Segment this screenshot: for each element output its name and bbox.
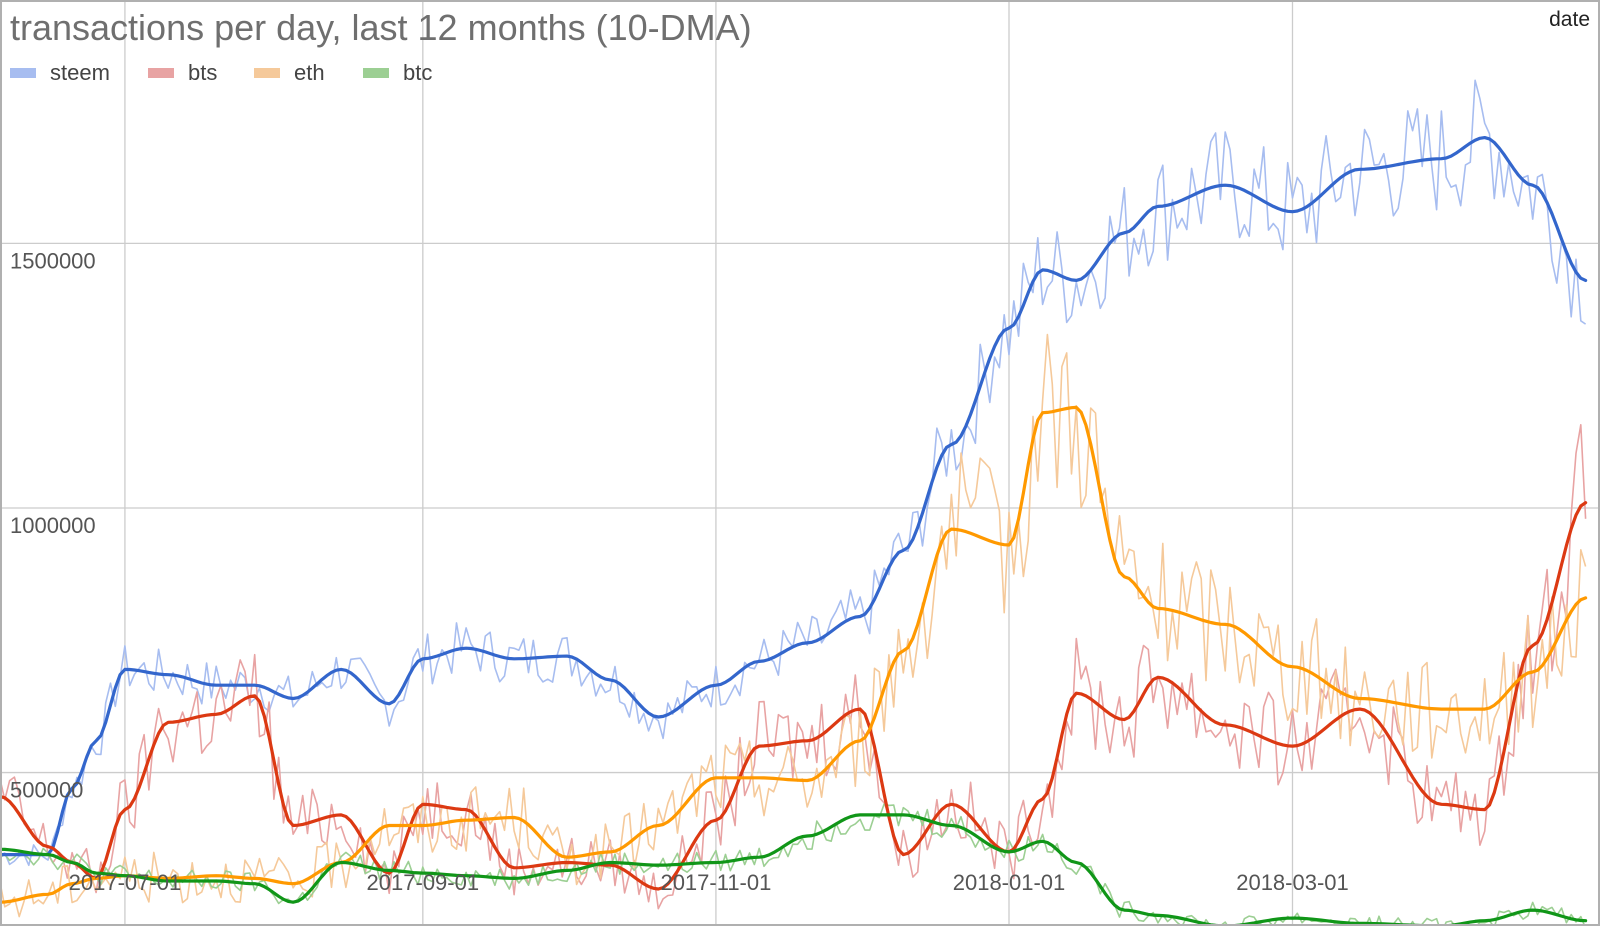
series-line-bts xyxy=(0,501,1588,891)
x-axis-tick-labels: 2017-07-01 2017-09-01 2017-11-01 2018-01-01… xyxy=(69,870,1349,895)
legend: steem bts eth btc xyxy=(10,60,432,85)
legend-swatch-bts xyxy=(148,68,174,78)
raw-line-eth xyxy=(0,333,1587,918)
legend-label-eth: eth xyxy=(294,60,325,85)
series-line-eth xyxy=(0,405,1588,904)
x-tick-label: 2017-09-01 xyxy=(367,870,480,895)
x-tick-label: 2017-11-01 xyxy=(660,870,771,895)
legend-label-steem: steem xyxy=(50,60,110,85)
y-tick-label: 1500000 xyxy=(10,248,96,273)
x-tick-label: 2018-03-01 xyxy=(1236,870,1349,895)
x-axis-label: date xyxy=(1549,8,1590,31)
raw-line-bts xyxy=(0,423,1587,910)
series-line-steem xyxy=(0,136,1588,857)
series-lines xyxy=(0,136,1588,926)
legend-swatch-eth xyxy=(254,68,280,78)
x-tick-label: 2018-01-01 xyxy=(953,870,1066,895)
x-tick-label: 2017-07-01 xyxy=(69,870,182,895)
series-line-btc xyxy=(0,813,1588,926)
legend-label-btc: btc xyxy=(403,60,432,85)
legend-swatch-btc xyxy=(363,68,389,78)
y-tick-label: 1000000 xyxy=(10,513,96,538)
y-tick-label: 500000 xyxy=(10,778,83,803)
chart-title: transactions per day, last 12 months (10… xyxy=(10,7,752,48)
y-axis-tick-labels: 500000 1000000 1500000 xyxy=(10,248,96,802)
legend-label-bts: bts xyxy=(188,60,217,85)
legend-swatch-steem xyxy=(10,68,36,78)
